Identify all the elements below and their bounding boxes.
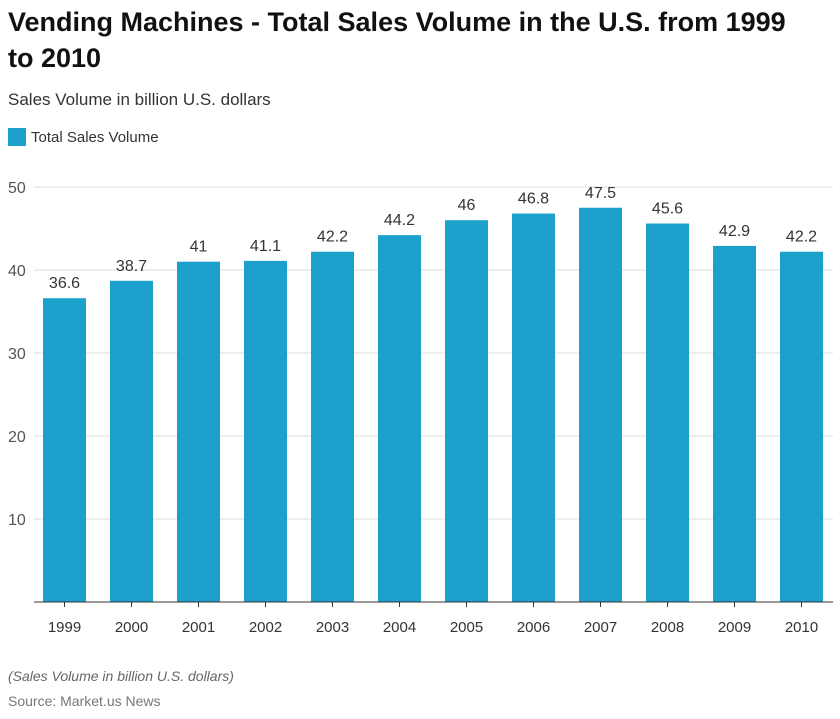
bar (713, 245, 756, 602)
data-label: 41.1 (250, 238, 281, 255)
bar (311, 251, 354, 603)
data-label: 36.6 (49, 275, 80, 292)
bar (110, 280, 153, 602)
legend: Total Sales Volume (8, 128, 159, 146)
data-label: 46.8 (518, 191, 549, 208)
chart-title: Vending Machines - Total Sales Volume in… (8, 7, 786, 73)
chart-subtitle: Sales Volume in billion U.S. dollars (8, 90, 271, 109)
x-tick-label: 2009 (718, 619, 751, 636)
bar (244, 260, 287, 602)
x-tick-label: 2007 (584, 619, 617, 636)
y-tick-label: 30 (8, 346, 26, 363)
x-tick-label: 2006 (517, 619, 550, 636)
legend-swatch (8, 128, 26, 146)
bar (445, 220, 488, 602)
data-label: 42.2 (786, 229, 817, 246)
bar (512, 213, 555, 602)
data-label: 46 (458, 197, 476, 214)
y-tick-label: 20 (8, 429, 26, 446)
legend-label: Total Sales Volume (31, 128, 159, 146)
x-tick-label: 2000 (115, 619, 148, 636)
x-tick-label: 2005 (450, 619, 483, 636)
y-tick-label: 50 (8, 180, 26, 197)
bar (780, 251, 823, 603)
x-tick-label: 2004 (383, 619, 416, 636)
data-label: 38.7 (116, 258, 147, 275)
data-label: 44.2 (384, 212, 415, 229)
bar (43, 298, 86, 602)
data-label: 42.9 (719, 223, 750, 240)
data-label: 47.5 (585, 185, 616, 202)
data-label: 42.2 (317, 229, 348, 246)
x-tick-label: 2001 (182, 619, 215, 636)
bar (579, 207, 622, 602)
chart-note: (Sales Volume in billion U.S. dollars) (8, 668, 234, 684)
bar (378, 235, 421, 602)
y-tick-label: 10 (8, 512, 26, 529)
data-label: 45.6 (652, 201, 683, 218)
x-tick-label: 2008 (651, 619, 684, 636)
source: Source: Market.us News (8, 693, 161, 709)
y-tick-label: 40 (8, 263, 26, 280)
x-tick-label: 2003 (316, 619, 349, 636)
x-tick-label: 1999 (48, 619, 81, 636)
bar (177, 261, 220, 602)
bar (646, 223, 689, 602)
x-tick-label: 2010 (785, 619, 818, 636)
x-tick-label: 2002 (249, 619, 282, 636)
data-label: 41 (190, 239, 208, 256)
